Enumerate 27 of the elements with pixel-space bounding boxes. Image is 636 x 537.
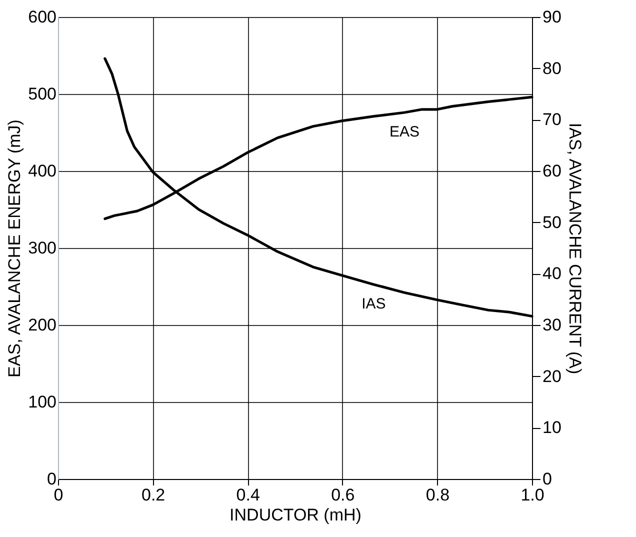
y-tick-label: 200 [28, 316, 56, 334]
y2-tick-label: 90 [542, 8, 562, 26]
y-tick-label: 500 [28, 84, 56, 104]
y-tick-label: 400 [28, 162, 56, 180]
y-axis-title: EAS, AVALANCHE ENERGY (mJ) [5, 120, 24, 378]
y2-tick-label: 50 [542, 212, 562, 232]
x-tick-label: 0.2 [141, 486, 166, 504]
y2-tick-label: 20 [542, 366, 562, 386]
x-tick-label: 0.4 [236, 486, 260, 504]
y-tick-label: 600 [28, 8, 56, 26]
y2-tick-label: 40 [542, 264, 562, 284]
x-tick-label: 0.6 [331, 486, 355, 504]
series-label: IAS [362, 295, 386, 312]
y2-tick-label: 80 [542, 58, 562, 78]
series-label: EAS [389, 123, 420, 140]
y-tick-label: 300 [28, 238, 56, 258]
x-tick-label: 0.8 [426, 486, 450, 504]
y2-tick-label: 60 [542, 162, 562, 180]
y-tick-label: 100 [28, 392, 56, 412]
x-tick-label: 1.0 [520, 486, 544, 504]
y2-tick-label: 70 [542, 110, 562, 130]
x-axis-title: INDUCTOR (mH) [230, 506, 362, 524]
y2-axis-title: IAS, AVALANCHE CURRENT (A) [565, 122, 584, 374]
y2-tick-label: 30 [542, 316, 562, 334]
y2-tick-label: 0 [542, 470, 552, 488]
y-tick-label: 0 [47, 470, 56, 488]
y2-tick-label: 10 [542, 418, 562, 438]
